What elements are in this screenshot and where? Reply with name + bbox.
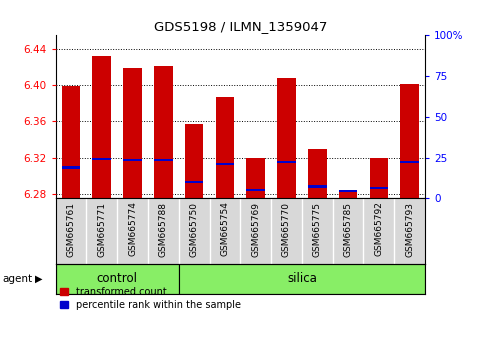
Bar: [369, 159, 388, 198]
Text: GSM665785: GSM665785: [343, 201, 353, 257]
Bar: [215, 97, 234, 198]
Text: GSM665761: GSM665761: [67, 201, 75, 257]
Bar: [308, 149, 327, 198]
Bar: [62, 86, 80, 198]
Title: GDS5198 / ILMN_1359047: GDS5198 / ILMN_1359047: [154, 20, 327, 33]
Text: GSM665754: GSM665754: [220, 201, 229, 256]
Bar: [246, 159, 265, 198]
Bar: [123, 159, 142, 161]
Bar: [185, 181, 203, 183]
Bar: [154, 159, 172, 161]
Text: ▶: ▶: [35, 274, 43, 284]
Bar: [277, 161, 296, 163]
Bar: [215, 163, 234, 165]
Bar: [369, 187, 388, 189]
Bar: [308, 185, 327, 188]
Bar: [179, 264, 425, 294]
Text: agent: agent: [2, 274, 32, 284]
Bar: [400, 84, 419, 198]
Bar: [56, 264, 179, 294]
Bar: [185, 124, 203, 198]
Legend: transformed count, percentile rank within the sample: transformed count, percentile rank withi…: [60, 287, 241, 310]
Text: GSM665750: GSM665750: [190, 201, 199, 257]
Bar: [246, 189, 265, 191]
Text: GSM665793: GSM665793: [405, 201, 414, 257]
Bar: [123, 68, 142, 198]
Bar: [154, 66, 172, 198]
Bar: [277, 78, 296, 198]
Bar: [62, 166, 80, 169]
Text: GSM665788: GSM665788: [159, 201, 168, 257]
Text: GSM665769: GSM665769: [251, 201, 260, 257]
Bar: [92, 56, 111, 198]
Bar: [92, 158, 111, 160]
Bar: [339, 190, 357, 192]
Text: GSM665771: GSM665771: [97, 201, 106, 257]
Bar: [400, 161, 419, 163]
Bar: [339, 192, 357, 198]
Text: GSM665775: GSM665775: [313, 201, 322, 257]
Text: control: control: [97, 272, 138, 285]
Text: GSM665774: GSM665774: [128, 201, 137, 256]
Text: silica: silica: [287, 272, 317, 285]
Text: GSM665792: GSM665792: [374, 201, 384, 256]
Text: GSM665770: GSM665770: [282, 201, 291, 257]
